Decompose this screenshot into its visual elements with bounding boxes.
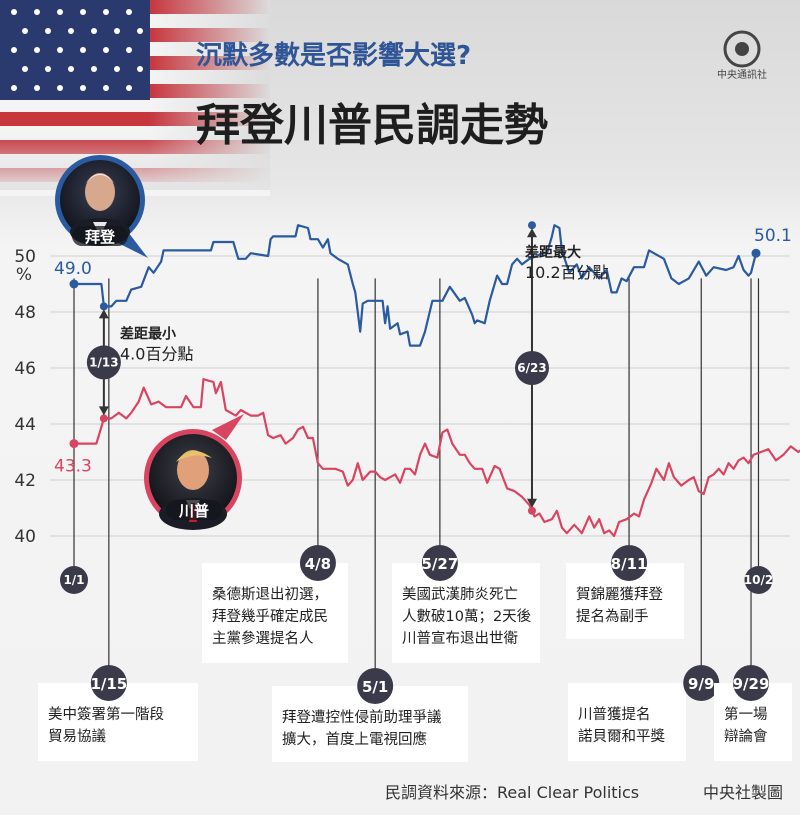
event-date-badge [299,545,336,581]
start-value-label: 43.3 [54,457,92,477]
trump-label-bg [166,500,222,520]
series-line-trump [74,378,800,538]
start-point-marker [69,439,79,449]
gap-arrowhead-up [526,228,537,238]
trump-name-label: 川普 [178,502,209,520]
y-tick-label: 46 [14,359,36,379]
subtitle: 沉默多數是否影響大選? [196,40,471,71]
series-markers: 49.050.143.343.1 [54,226,792,477]
event-caption-line: 川普獲提名 [578,706,651,723]
event-caption-line: 拜登遭控性侵前助理爭議 [282,708,442,726]
biden-name-label: 拜登 [85,228,116,246]
event-date-badge [611,545,648,581]
gap-date-label: 6/23 [517,361,546,375]
start-point-marker [69,279,79,289]
trump-bubble-tail [212,414,244,440]
y-tick-label: 48 [14,303,36,323]
gap-arrowhead-up [98,309,109,319]
biden-label-bg [72,226,128,246]
source-note: 民調資料來源：Real Clear Politics [385,783,639,802]
end-value-label: 50.1 [754,226,792,246]
y-unit-label: % [16,265,32,285]
y-tick-label: 42 [14,471,36,491]
gap-date-badge [86,345,121,380]
gap-value-label: 4.0百分點 [120,344,193,363]
cna-logo: 中央通訊社 [717,30,767,81]
event-date-label: 1/1 [63,573,84,587]
portraits: 拜登川普 [55,155,244,530]
event-caption-line: 貿易協議 [48,727,106,745]
event-date-badge [357,668,394,704]
gap-date-badge [514,351,549,385]
biden-hair [85,174,115,184]
gap-top-point [99,302,108,311]
event-date-label: 1/15 [90,675,127,693]
event-caption-line: 提名為副手 [576,608,649,625]
credit-note: 中央社製圖 [703,783,783,802]
gap-arrowhead-down [526,498,537,508]
series-lines [74,224,800,538]
event-caption-line: 桑德斯退出初選， [212,586,328,603]
gap-label: 差距最大 [525,244,581,261]
logo-text: 中央通訊社 [717,68,767,81]
event-date-badge [90,665,127,701]
event-date-label: 9/29 [733,675,770,693]
event-caption-line: 川普宣布退出世衛 [402,630,518,647]
event-caption-box [568,683,686,761]
us-flag-decoration [0,0,270,196]
y-axis: 40 42 44 46 48 50% [14,247,36,547]
y-tick-label: 50 [14,247,36,267]
y-tick-label: 44 [14,415,36,435]
gap-arrowhead-down [98,406,109,416]
event-caption-line: 擴大，首度上電視回應 [282,730,427,748]
gap-date-label: 1/13 [89,355,118,369]
event-caption-line: 拜登幾乎確定成民 [212,608,328,625]
y-tick-label: 40 [14,527,36,547]
event-date-label: 5/1 [362,678,388,696]
event-caption-line: 第一場 [724,705,768,723]
gap-bottom-point [99,414,108,423]
event-date-badge [60,566,88,594]
start-value-label: 49.0 [54,259,92,279]
event-date-badge [421,545,458,581]
event-date-label: 9/9 [688,675,714,693]
event-date-label: 5/27 [421,555,458,573]
event-caption-line: 美中簽署第一階段 [48,705,164,723]
trump-face [177,450,209,490]
event-date-badge [744,566,773,594]
event-lines [73,278,760,686]
event-caption-line: 諾貝爾和平獎 [578,728,665,745]
gap-label: 差距最小 [120,325,176,342]
event-caption-line: 辯論會 [724,728,768,745]
page-title: 拜登川普民調走勢 [196,100,548,151]
event-caption-box [392,563,540,663]
event-caption-line: 賀錦麗獲拜登 [576,586,663,603]
event-date-badge [683,665,720,701]
trump-hair [176,450,212,462]
series-line-biden [74,224,758,347]
event-date-label: 8/11 [611,555,648,573]
event-caption-line: 美國武漢肺炎死亡 [402,586,518,603]
biden-face [85,173,115,211]
event-caption-line: 主黨參選提名人 [212,630,314,647]
gap-bottom-point [527,506,536,515]
end-point-marker [751,248,761,258]
event-date-badge [733,665,770,701]
gap-top-point [527,221,536,230]
event-caption-line: 人數破10萬；2天後 [402,608,532,625]
event-date-label: 4/8 [305,555,331,573]
event-date-label: 10/2 [744,573,773,587]
gap-value-label: 10.2百分點 [525,263,609,282]
